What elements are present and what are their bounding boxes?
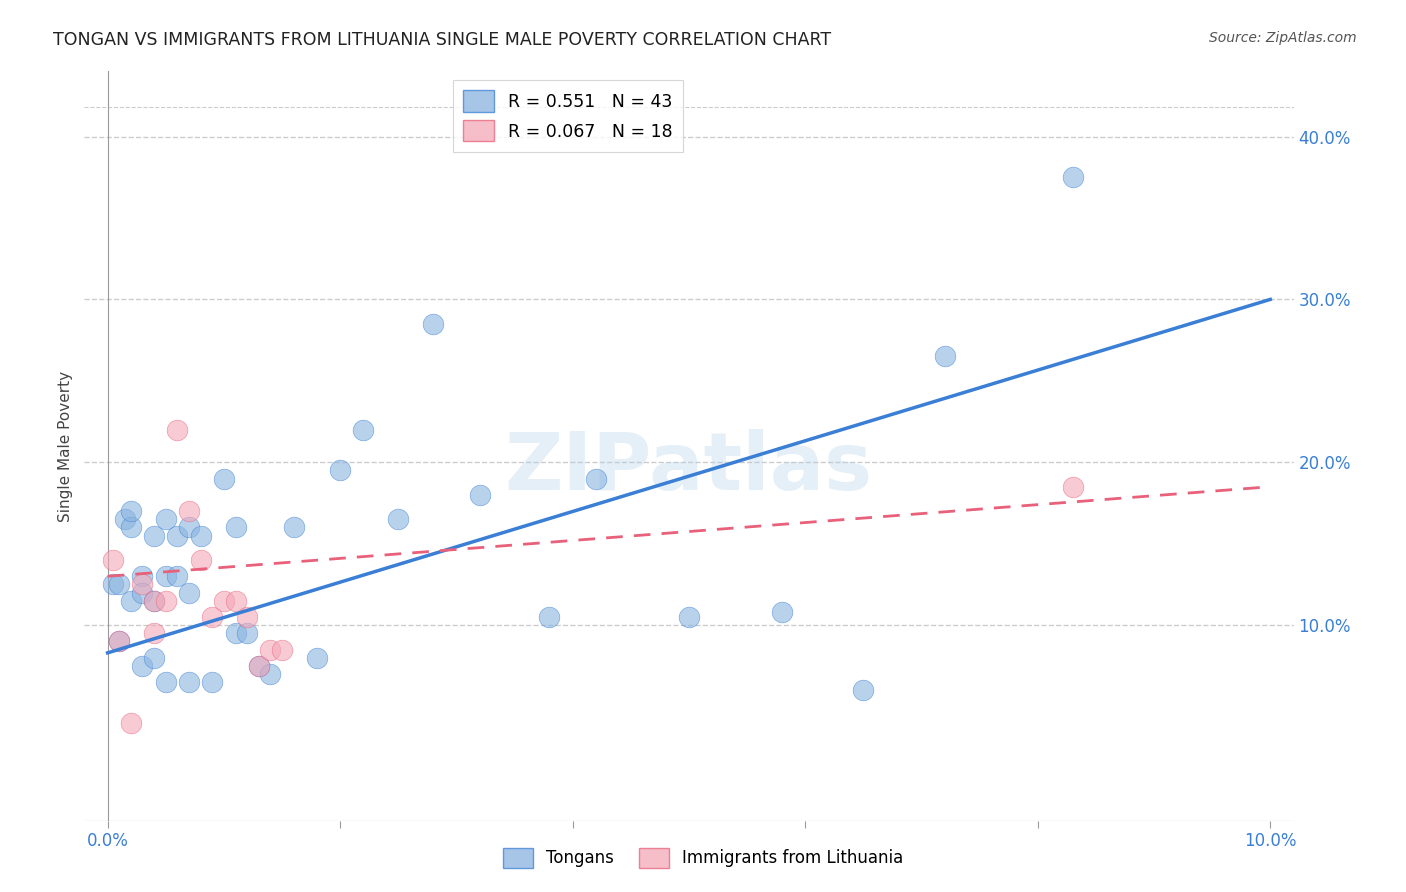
Point <box>131 585 153 599</box>
Point <box>108 634 131 648</box>
Point <box>225 520 247 534</box>
Y-axis label: Single Male Poverty: Single Male Poverty <box>58 370 73 522</box>
Point <box>143 593 166 607</box>
Point <box>283 520 305 534</box>
Point <box>259 667 281 681</box>
Point <box>166 423 188 437</box>
Point <box>422 317 444 331</box>
Point <box>177 504 200 518</box>
Point <box>468 488 491 502</box>
Point <box>108 577 131 591</box>
Point <box>934 350 956 364</box>
Text: TONGAN VS IMMIGRANTS FROM LITHUANIA SINGLE MALE POVERTY CORRELATION CHART: TONGAN VS IMMIGRANTS FROM LITHUANIA SING… <box>53 31 831 49</box>
Point <box>212 593 235 607</box>
Point <box>143 528 166 542</box>
Point <box>120 593 142 607</box>
Point <box>225 626 247 640</box>
Point <box>114 512 136 526</box>
Point <box>225 593 247 607</box>
Legend: Tongans, Immigrants from Lithuania: Tongans, Immigrants from Lithuania <box>496 841 910 875</box>
Point <box>329 463 352 477</box>
Point <box>131 569 153 583</box>
Point <box>585 472 607 486</box>
Point <box>538 610 561 624</box>
Point <box>155 593 177 607</box>
Point <box>352 423 374 437</box>
Point <box>678 610 700 624</box>
Point <box>305 650 328 665</box>
Point <box>108 634 131 648</box>
Point <box>852 683 875 698</box>
Text: ZIPatlas: ZIPatlas <box>505 429 873 508</box>
Legend: R = 0.551   N = 43, R = 0.067   N = 18: R = 0.551 N = 43, R = 0.067 N = 18 <box>453 80 683 152</box>
Point <box>1062 170 1084 185</box>
Point <box>143 650 166 665</box>
Point <box>120 504 142 518</box>
Point <box>212 472 235 486</box>
Point <box>177 585 200 599</box>
Point <box>131 659 153 673</box>
Point <box>103 553 125 567</box>
Point <box>177 675 200 690</box>
Point <box>271 642 294 657</box>
Point <box>155 675 177 690</box>
Point <box>259 642 281 657</box>
Point <box>120 520 142 534</box>
Point <box>177 520 200 534</box>
Point <box>236 626 259 640</box>
Point <box>201 610 224 624</box>
Point <box>166 569 188 583</box>
Point <box>155 569 177 583</box>
Point <box>143 593 166 607</box>
Point <box>247 659 270 673</box>
Point <box>166 528 188 542</box>
Point <box>247 659 270 673</box>
Text: Source: ZipAtlas.com: Source: ZipAtlas.com <box>1209 31 1357 45</box>
Point <box>1062 480 1084 494</box>
Point <box>155 512 177 526</box>
Point <box>770 605 793 619</box>
Point <box>236 610 259 624</box>
Point <box>143 626 166 640</box>
Point <box>190 528 212 542</box>
Point <box>201 675 224 690</box>
Point <box>103 577 125 591</box>
Point <box>387 512 409 526</box>
Point <box>131 577 153 591</box>
Point <box>120 715 142 730</box>
Point <box>190 553 212 567</box>
